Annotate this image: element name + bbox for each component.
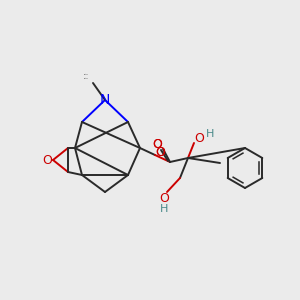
Text: O: O bbox=[155, 146, 165, 158]
Text: H: H bbox=[160, 204, 168, 214]
Text: N: N bbox=[100, 93, 110, 107]
Text: methyl: methyl bbox=[84, 77, 88, 79]
Text: methyl: methyl bbox=[84, 74, 88, 75]
Text: O: O bbox=[159, 191, 169, 205]
Text: O: O bbox=[42, 154, 52, 166]
Text: O: O bbox=[152, 137, 162, 151]
Text: O: O bbox=[155, 146, 165, 158]
Text: O: O bbox=[152, 137, 162, 151]
Text: H: H bbox=[206, 129, 214, 139]
Text: O: O bbox=[194, 133, 204, 146]
